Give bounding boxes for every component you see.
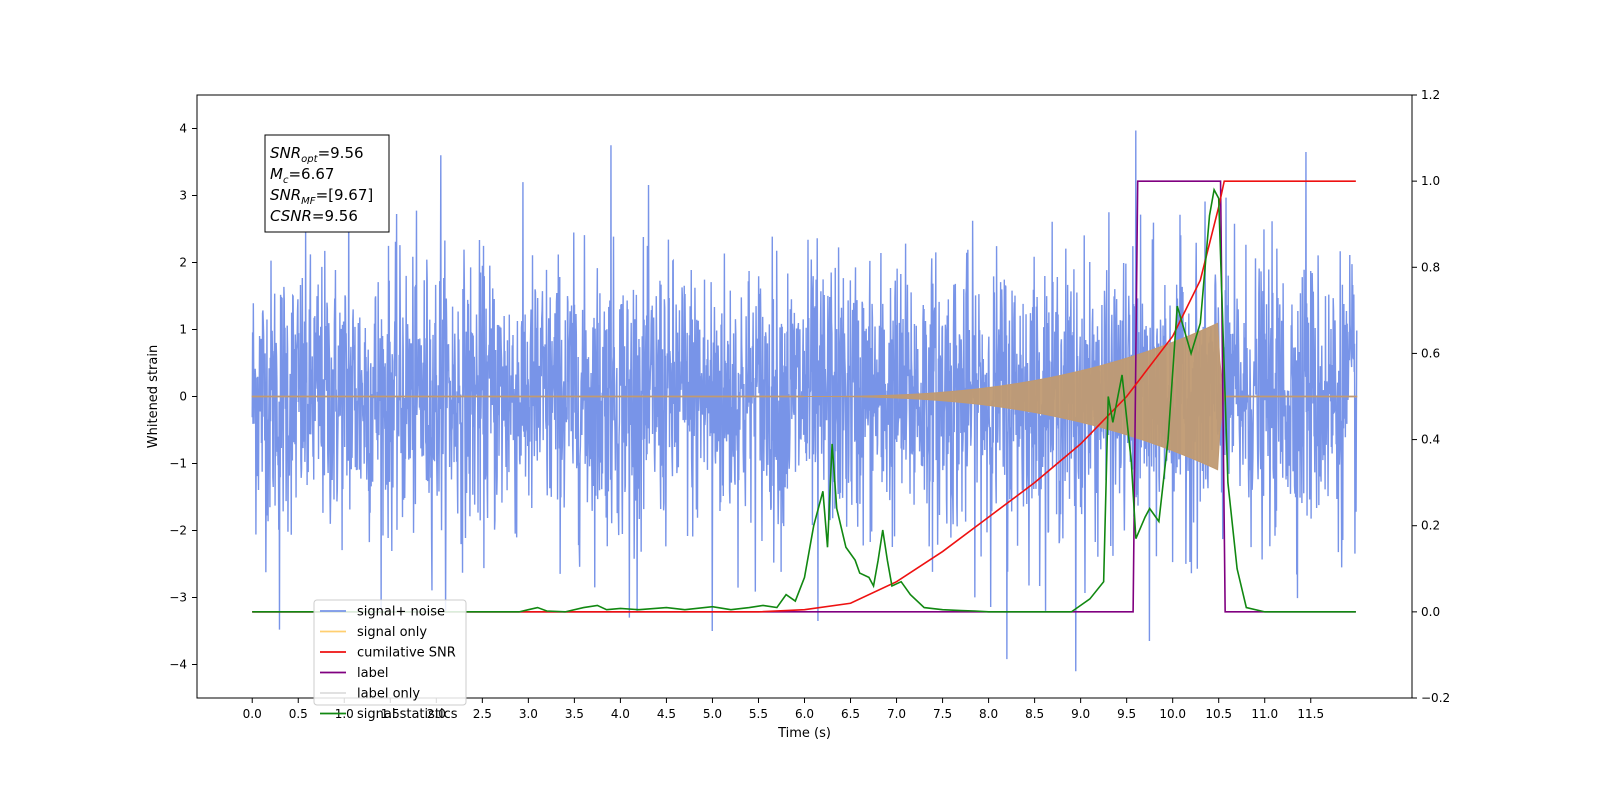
y-tick-label: 1	[179, 323, 187, 337]
legend-label: cumilative SNR	[357, 646, 456, 661]
y-tick-label: −1	[169, 457, 187, 471]
y-tick-label: 3	[179, 189, 187, 203]
x-tick-label: 9.5	[1117, 707, 1136, 721]
x-tick-label: 1.5	[381, 707, 400, 721]
annotation-line: Mc=6.67	[270, 165, 334, 186]
y-tick-label: 4	[179, 122, 187, 136]
y-axis-right: 1.2 1.0 0.8 0.6 0.4 0.2 0.0 −0.2	[1412, 88, 1450, 705]
y2-tick-label: 0.0	[1421, 605, 1440, 619]
x-tick-label: 3.0	[519, 707, 538, 721]
x-tick-label: 11.5	[1297, 707, 1324, 721]
x-tick-label: 4.0	[611, 707, 630, 721]
x-tick-label: 7.0	[887, 707, 906, 721]
x-tick-label: 9.0	[1071, 707, 1090, 721]
series-line-signal-only	[251, 322, 1358, 471]
legend-label: signal statistics	[357, 707, 458, 722]
x-axis-label: Time (s)	[777, 726, 831, 741]
annotation-line: SNRMF=[9.67]	[270, 186, 373, 207]
x-tick-label: 8.5	[1025, 707, 1044, 721]
series-line-cumulative-snr	[252, 180, 1356, 613]
x-tick-label: 10.5	[1205, 707, 1232, 721]
y-axis-label: Whitened strain	[146, 345, 161, 448]
x-tick-label: 2.5	[473, 707, 492, 721]
legend-label: signal+ noise	[357, 605, 445, 620]
y2-tick-label: 1.0	[1421, 174, 1440, 188]
x-tick-label: 6.5	[841, 707, 860, 721]
legend-label: signal only	[357, 625, 427, 640]
y-tick-label: −4	[169, 658, 187, 672]
y-axis-left: 4 3 2 1 0 −1 −2 −3 −4	[169, 122, 197, 672]
x-tick-label: 0.0	[243, 707, 262, 721]
x-tick-label: 4.5	[657, 707, 676, 721]
x-tick-label: 10.0	[1159, 707, 1186, 721]
plot-area	[251, 130, 1358, 672]
x-tick-label: 7.5	[933, 707, 952, 721]
y-tick-label: 2	[179, 256, 187, 270]
series-line-signal-statistics	[252, 187, 1356, 613]
annotation-line: CSNR=9.56	[270, 207, 358, 225]
y2-tick-label: 0.2	[1421, 519, 1440, 533]
y2-tick-label: 0.6	[1421, 346, 1440, 360]
y2-tick-label: 0.8	[1421, 260, 1440, 274]
y-tick-label: −3	[169, 591, 187, 605]
legend: signal+ noise signal only cumilative SNR la…	[313, 599, 467, 722]
y2-tick-label: 1.2	[1421, 88, 1440, 102]
x-tick-label: 6.0	[795, 707, 814, 721]
x-tick-label: 5.5	[749, 707, 768, 721]
legend-label: label only	[357, 687, 420, 702]
x-tick-label: 0.5	[289, 707, 308, 721]
y-tick-label: −2	[169, 524, 187, 538]
x-tick-label: 8.0	[979, 707, 998, 721]
series-line-signal-noise	[251, 130, 1358, 672]
y2-tick-label: −0.2	[1421, 691, 1450, 705]
annotation-frame	[264, 134, 390, 233]
annotation-line: SNRopt=9.56	[270, 144, 364, 165]
legend-label: label	[357, 666, 388, 681]
x-tick-label: 2.0	[427, 707, 446, 721]
x-tick-label: 5.0	[703, 707, 722, 721]
y-tick-label: 0	[179, 390, 187, 404]
legend-frame	[313, 599, 467, 706]
x-tick-label: 3.5	[565, 707, 584, 721]
y2-tick-label: 0.4	[1421, 433, 1440, 447]
x-tick-label: 11.0	[1251, 707, 1278, 721]
x-axis: 0.0 0.5 1.0 1.5 2.0 2.5 3.0 3.5 4.0 4.5 5.0 5.5 6.0 6…	[243, 698, 1324, 721]
